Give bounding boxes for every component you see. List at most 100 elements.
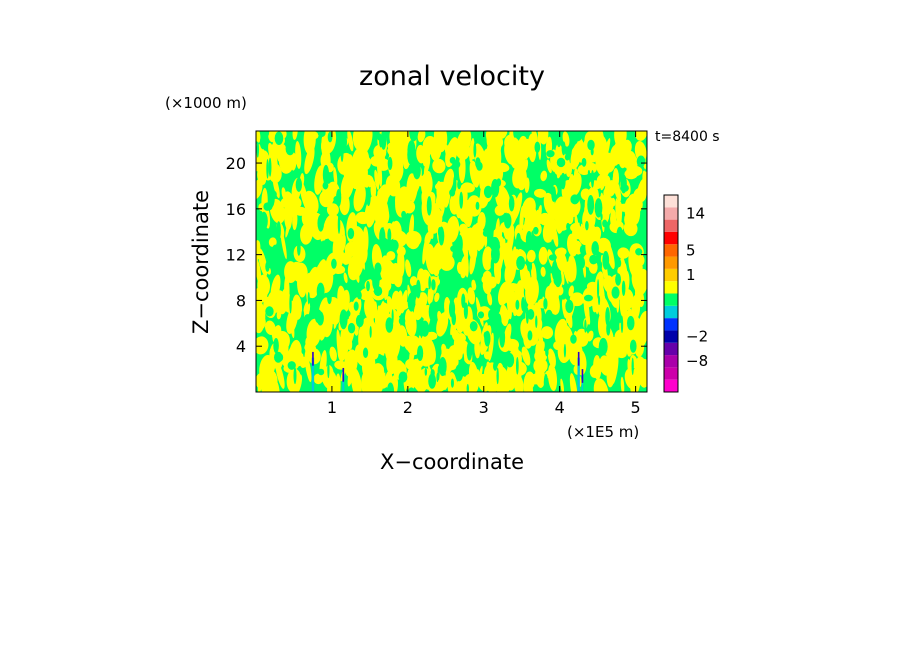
colorbar-swatch <box>664 293 678 306</box>
field-patch-negative <box>480 299 485 307</box>
field-patch-positive <box>375 154 386 164</box>
field-patch-negative <box>374 262 382 275</box>
field-patch-positive <box>523 159 529 172</box>
field-patch-positive <box>469 246 477 275</box>
field-patch-positive <box>443 177 452 190</box>
field-patch-negative <box>266 158 269 179</box>
field-patch-negative <box>590 170 595 188</box>
field-patch-negative <box>587 194 595 215</box>
field-patch-negative <box>469 321 478 332</box>
field-patch-negative <box>409 131 418 142</box>
field-patch-negative <box>415 279 421 299</box>
field-patch-positive <box>289 312 295 339</box>
field-patch-negative <box>581 157 587 167</box>
field-patch-positive <box>294 374 303 392</box>
field-patch-positive <box>321 194 330 206</box>
x-tick-label: 4 <box>555 398 565 417</box>
field-patch-positive <box>556 202 567 234</box>
field-patch-negative <box>490 236 500 249</box>
field-patch-negative <box>515 357 519 375</box>
field-patch-negative <box>496 178 502 187</box>
field-patch-negative <box>276 221 281 240</box>
field-patch-positive <box>377 374 388 389</box>
field-patch-negative <box>304 314 312 323</box>
field-patch-negative <box>317 131 326 138</box>
field-patch-positive <box>304 145 315 175</box>
field-patch-negative <box>589 254 598 265</box>
field-patch-negative <box>573 134 582 142</box>
field-patch-positive <box>405 305 413 330</box>
field-patch-positive <box>449 198 459 215</box>
field-patch-negative <box>449 189 456 197</box>
field-patch-positive <box>569 292 585 307</box>
field-patch-negative <box>615 273 622 286</box>
field-patch-negative <box>338 137 344 150</box>
field-patch-negative <box>584 319 587 333</box>
field-patch-positive <box>281 344 289 365</box>
colorbar-swatch <box>664 367 678 380</box>
field-patch-negative <box>534 141 541 153</box>
field-patch-negative <box>570 334 577 344</box>
field-patch-negative <box>372 272 380 291</box>
field-patch-positive <box>425 243 437 275</box>
field-patch-negative <box>390 239 399 252</box>
field-patch-negative <box>308 385 311 392</box>
colorbar-swatch <box>664 231 678 245</box>
field-patch-negative <box>366 186 371 207</box>
field-patch-positive <box>620 300 634 309</box>
colorbar-swatch <box>664 219 678 232</box>
field-patch-positive <box>305 337 314 351</box>
field-patch-positive <box>627 359 633 382</box>
field-patch-negative <box>462 353 465 373</box>
field-patch-negative <box>353 301 359 311</box>
field-patch-negative <box>554 269 562 288</box>
field-patch-negative <box>583 294 593 302</box>
field-patch-negative <box>620 184 629 192</box>
field-patch-positive <box>304 352 312 383</box>
field-patch-positive <box>536 322 544 350</box>
field-patch-positive <box>612 356 619 384</box>
field-patch-negative <box>357 291 362 300</box>
field-patch-positive <box>560 378 564 392</box>
field-patch-positive <box>256 247 262 259</box>
field-patch-negative <box>268 157 272 177</box>
colorbar-swatch <box>664 195 678 208</box>
field-patch-positive <box>309 321 316 334</box>
field-patch-positive <box>321 368 334 385</box>
field-patch-negative <box>408 387 415 392</box>
colorbar-frame <box>663 194 679 393</box>
field-patch-negative <box>428 373 437 389</box>
field-patch-negative <box>598 337 608 356</box>
field-patch-positive <box>377 305 382 315</box>
field-patch-negative <box>532 226 539 235</box>
field-patch-negative <box>412 161 421 180</box>
field-patch-positive <box>341 251 352 265</box>
chart-title: zonal velocity <box>359 61 545 92</box>
colorbar-swatch <box>664 355 678 368</box>
colorbar-swatch <box>664 244 678 257</box>
field-patch-negative <box>585 220 589 231</box>
field-patch-weak-negative <box>342 373 345 392</box>
field-patch-positive <box>615 347 627 359</box>
field-patch-negative <box>505 352 515 368</box>
field-patch-positive <box>367 334 379 360</box>
field-patch-positive <box>527 133 537 163</box>
field-patch-negative <box>269 190 277 199</box>
field-patch-positive <box>381 302 386 322</box>
field-patch-positive <box>292 131 298 140</box>
field-patch-strong-negative <box>581 369 584 383</box>
field-patch-negative <box>484 330 491 347</box>
field-patch-positive <box>394 190 404 211</box>
colorbar-swatch <box>664 256 678 269</box>
field-patch-positive <box>534 188 547 198</box>
field-patch-negative <box>369 326 372 338</box>
field-patch-positive <box>556 285 564 296</box>
field-patch-negative <box>521 296 526 312</box>
field-patch-positive <box>552 225 559 247</box>
field-patch-positive <box>437 310 443 325</box>
field-patch-negative <box>331 258 337 269</box>
field-patch-negative <box>398 371 408 383</box>
field-patch-negative <box>289 293 292 314</box>
field-patch-negative <box>337 214 341 234</box>
